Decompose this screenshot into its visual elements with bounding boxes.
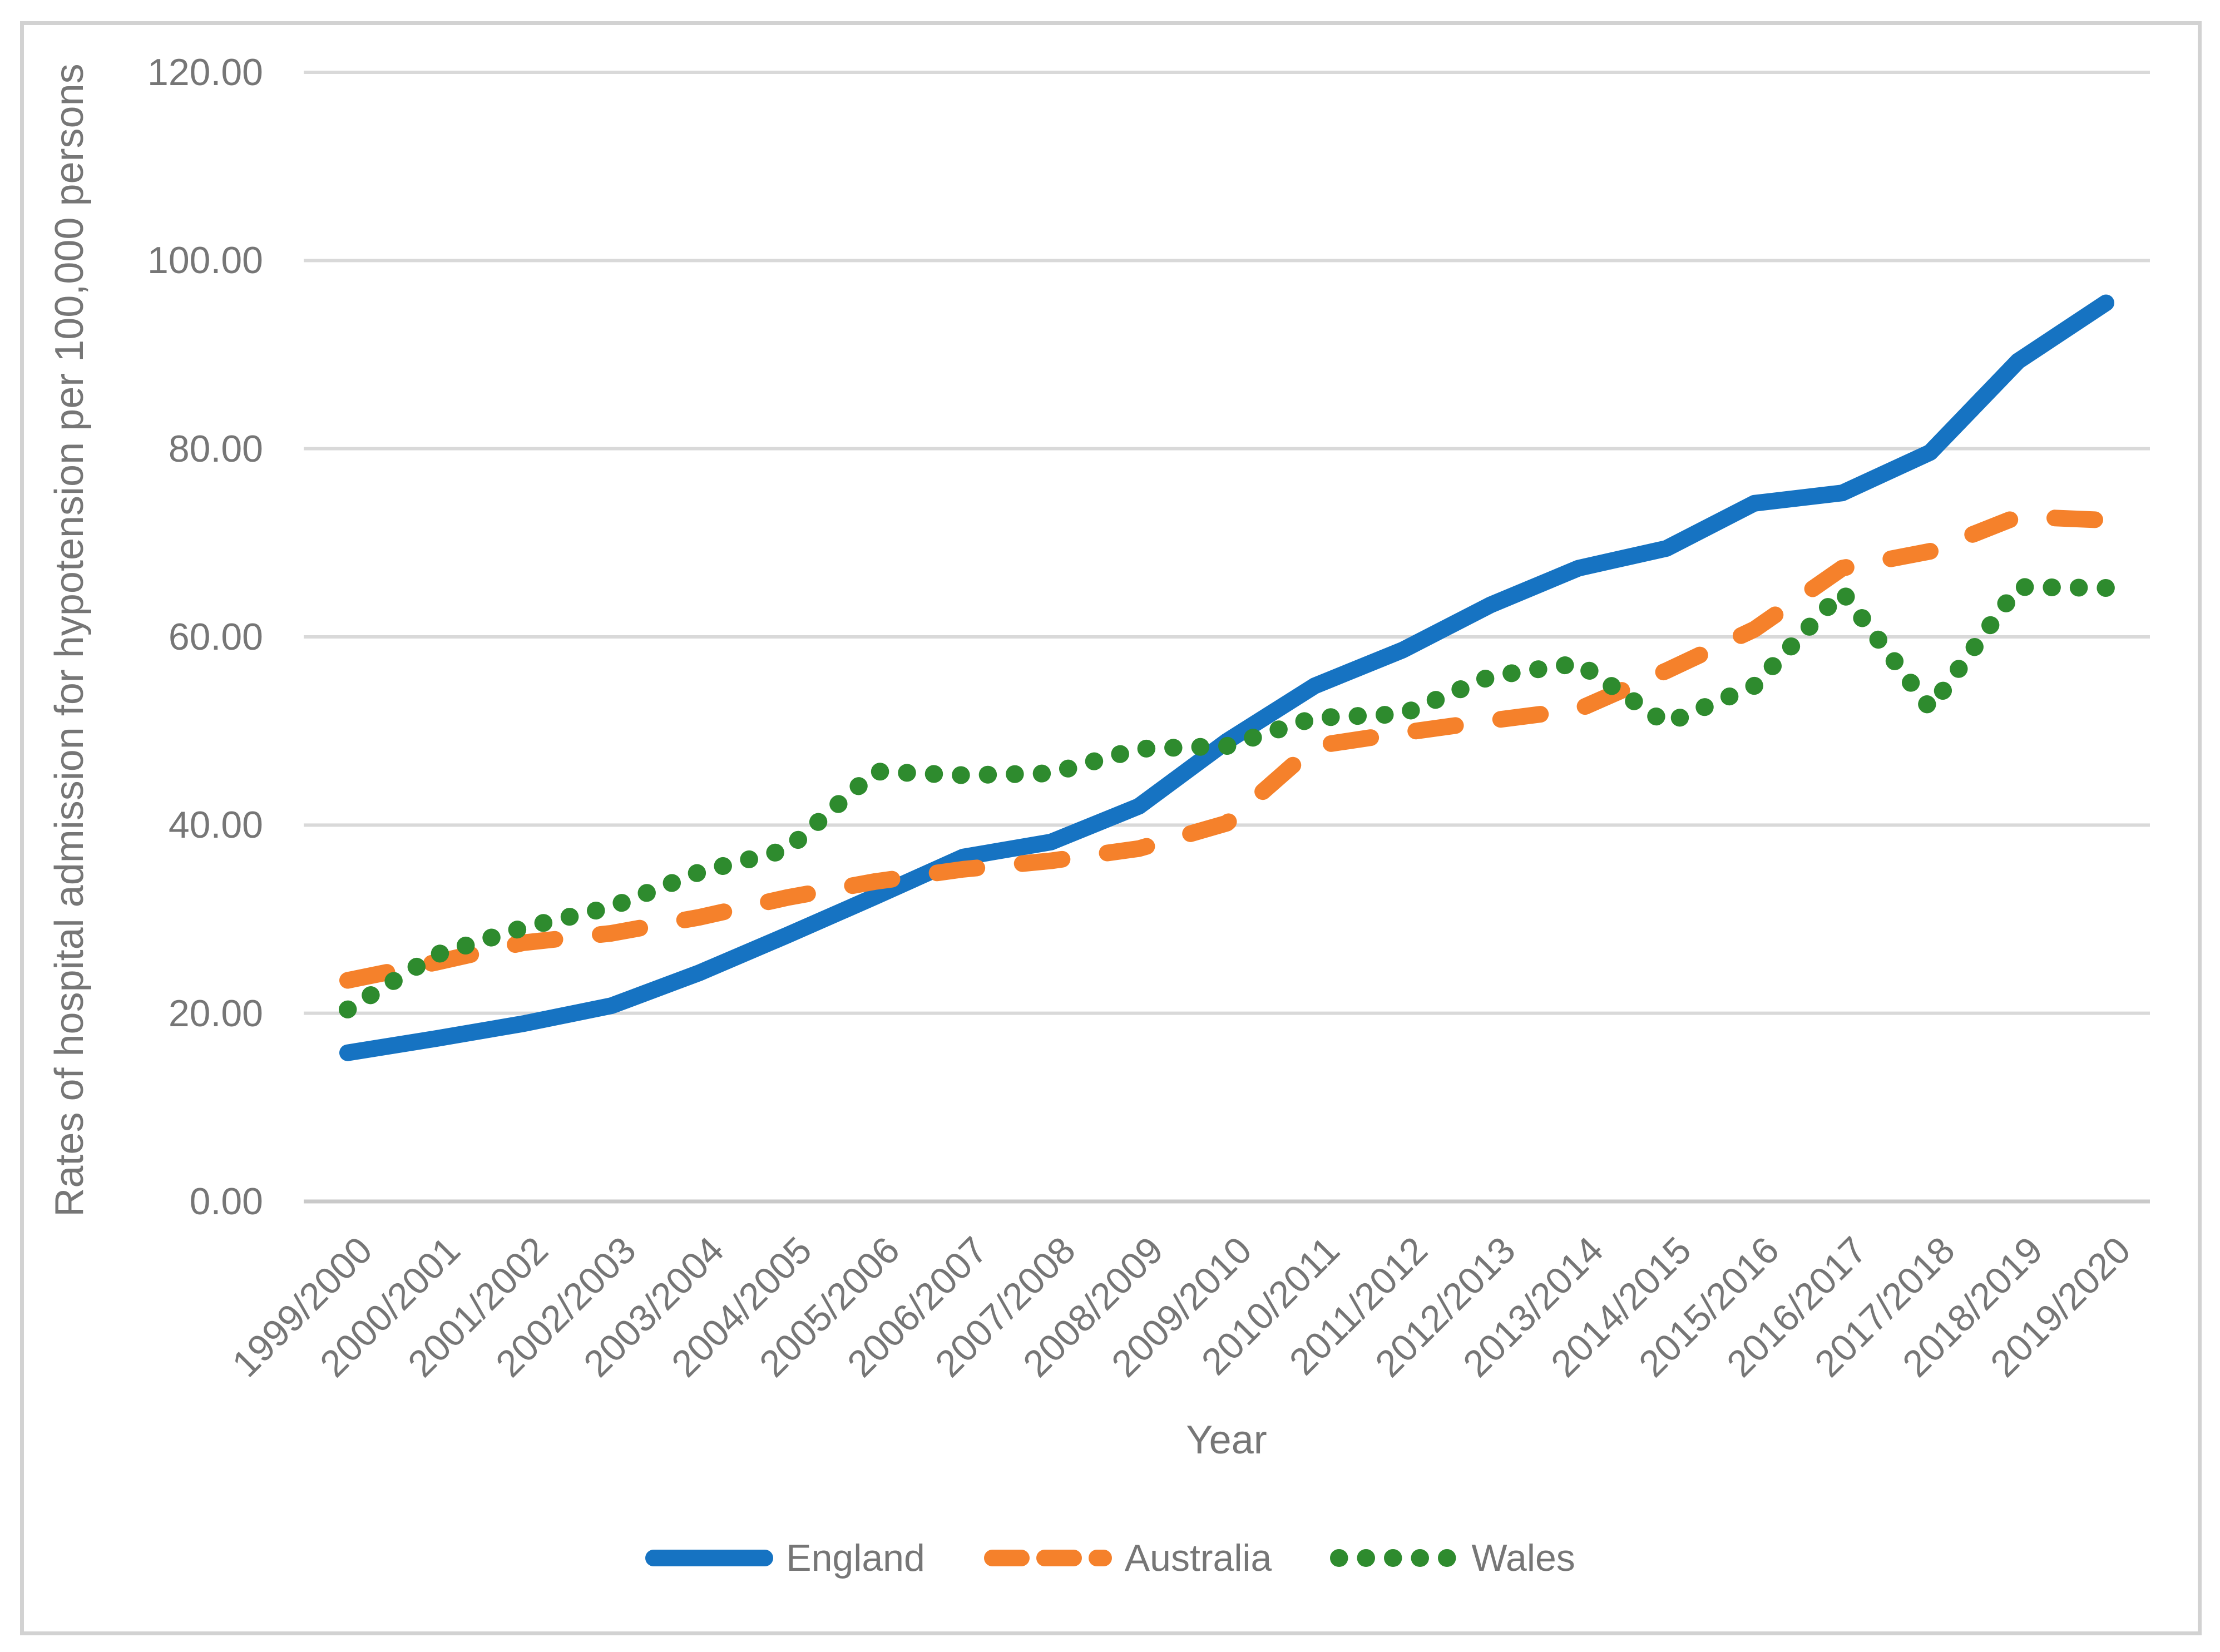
- legend-item-australia: Australia: [983, 1536, 1272, 1580]
- legend-label: England: [786, 1537, 925, 1579]
- legend: England Australia Wales: [0, 1536, 2220, 1580]
- legend-item-wales: Wales: [1330, 1536, 1575, 1580]
- y-axis-title: Rates of hospital admission for hypotens…: [47, 63, 92, 1217]
- y-tick-label: 100.00: [147, 239, 263, 282]
- y-tick-label: 120.00: [147, 51, 263, 93]
- series-line-australia: [339, 508, 2114, 989]
- legend-marker-australia: [983, 1550, 1112, 1566]
- y-tick-label: 20.00: [168, 992, 263, 1035]
- y-tick-label: 80.00: [168, 427, 263, 470]
- y-tick-label: 60.00: [168, 616, 263, 658]
- legend-marker-wales: [1330, 1549, 1460, 1567]
- series-lines: [339, 294, 2115, 1061]
- legend-marker-england: [645, 1550, 774, 1566]
- figure-border: [20, 21, 2202, 1635]
- legend-item-england: England: [645, 1536, 925, 1580]
- legend-label: Australia: [1124, 1537, 1272, 1579]
- y-tick-label: 40.00: [168, 804, 263, 847]
- x-axis-title: Year: [1186, 1418, 1267, 1462]
- y-tick-label: 0.00: [189, 1180, 263, 1223]
- legend-label: Wales: [1471, 1537, 1575, 1579]
- series-line-wales: [339, 578, 2115, 1018]
